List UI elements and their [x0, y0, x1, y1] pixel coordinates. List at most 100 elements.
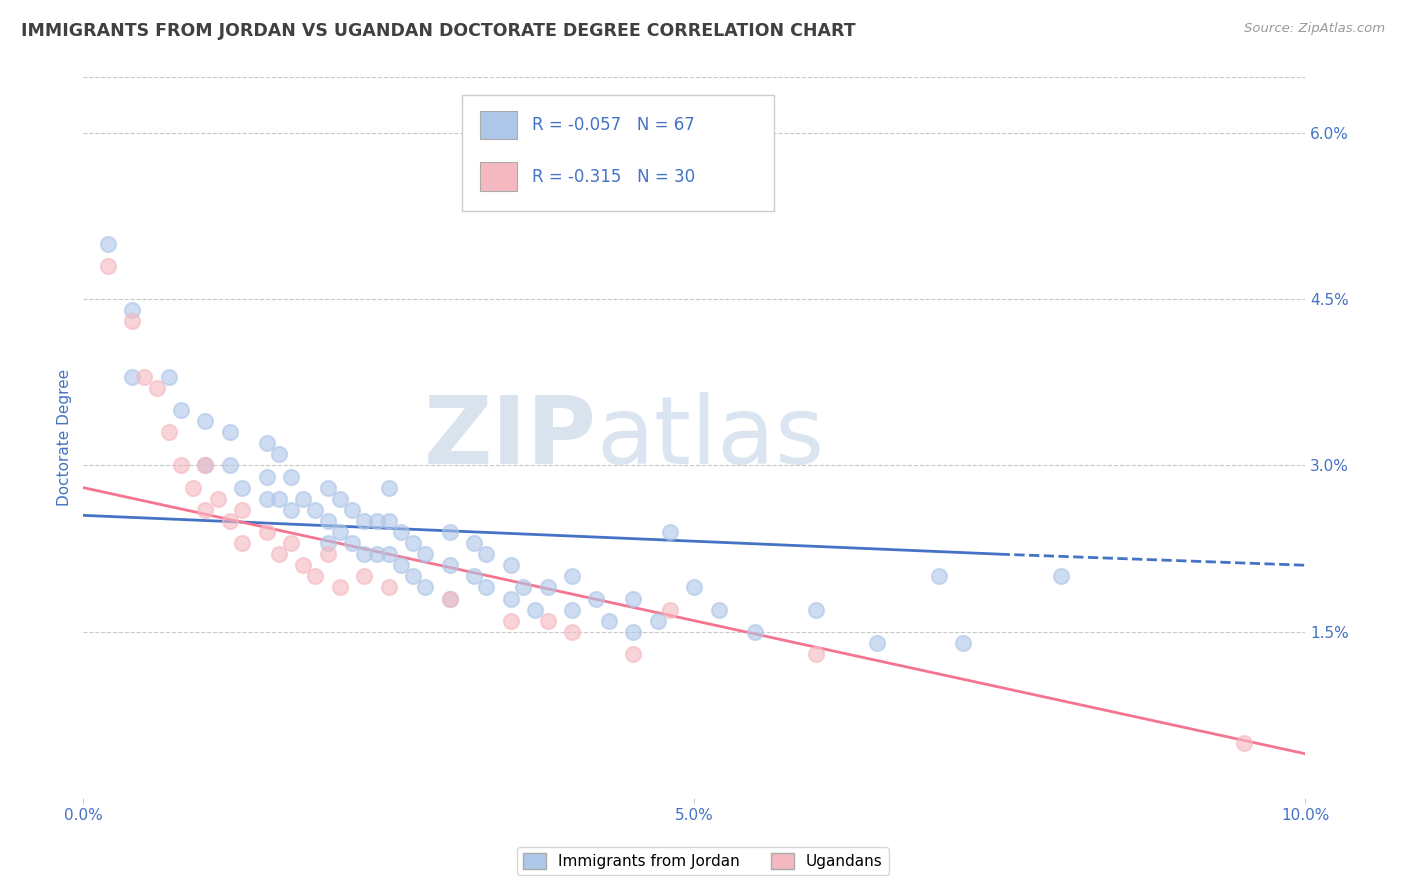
Point [561, 569, 583, 583]
Point [744, 624, 766, 639]
Point [194, 414, 217, 428]
Point [389, 558, 412, 573]
FancyBboxPatch shape [481, 162, 517, 191]
Point [439, 558, 461, 573]
Point [463, 536, 485, 550]
Point [377, 581, 399, 595]
Point [304, 569, 326, 583]
Point [512, 581, 534, 595]
Point [340, 536, 363, 550]
Point [536, 581, 558, 595]
Point [621, 591, 644, 606]
Point [806, 647, 828, 661]
Point [561, 624, 583, 639]
Point [219, 458, 242, 473]
Point [170, 458, 193, 473]
Point [402, 569, 425, 583]
Point [475, 581, 498, 595]
Point [97, 236, 120, 251]
Point [231, 503, 253, 517]
Point [267, 547, 290, 561]
Text: IMMIGRANTS FROM JORDAN VS UGANDAN DOCTORATE DEGREE CORRELATION CHART: IMMIGRANTS FROM JORDAN VS UGANDAN DOCTOR… [21, 22, 856, 40]
Point [647, 614, 669, 628]
Point [377, 514, 399, 528]
Point [806, 602, 828, 616]
Point [280, 536, 302, 550]
Point [866, 636, 889, 650]
Point [499, 614, 522, 628]
Text: Source: ZipAtlas.com: Source: ZipAtlas.com [1244, 22, 1385, 36]
Point [439, 591, 461, 606]
Point [329, 524, 352, 539]
Point [194, 458, 217, 473]
Text: R = -0.315   N = 30: R = -0.315 N = 30 [531, 168, 695, 186]
Point [256, 491, 278, 506]
Point [621, 647, 644, 661]
Point [256, 469, 278, 483]
Point [1233, 736, 1256, 750]
Point [499, 558, 522, 573]
Point [170, 403, 193, 417]
Point [157, 425, 180, 440]
Point [658, 602, 681, 616]
Point [585, 591, 607, 606]
Point [121, 314, 143, 328]
Point [316, 547, 339, 561]
Point [463, 569, 485, 583]
Point [561, 602, 583, 616]
Point [658, 524, 681, 539]
Point [316, 536, 339, 550]
Point [194, 458, 217, 473]
Point [219, 425, 242, 440]
Point [536, 614, 558, 628]
Point [353, 547, 375, 561]
Point [292, 491, 315, 506]
Point [316, 481, 339, 495]
Text: ZIP: ZIP [423, 392, 596, 483]
Point [181, 481, 204, 495]
Point [928, 569, 950, 583]
Point [475, 547, 498, 561]
Point [267, 447, 290, 461]
Point [415, 581, 437, 595]
Point [377, 547, 399, 561]
Point [207, 491, 229, 506]
Point [707, 602, 730, 616]
Point [329, 581, 352, 595]
Point [316, 514, 339, 528]
Point [329, 491, 352, 506]
Point [353, 514, 375, 528]
Point [121, 303, 143, 318]
Point [145, 381, 167, 395]
Point [267, 491, 290, 506]
Point [499, 591, 522, 606]
Point [389, 524, 412, 539]
Point [256, 436, 278, 450]
Point [231, 481, 253, 495]
Legend: Immigrants from Jordan, Ugandans: Immigrants from Jordan, Ugandans [517, 847, 889, 875]
Point [366, 547, 388, 561]
Point [340, 503, 363, 517]
Point [280, 503, 302, 517]
Point [280, 469, 302, 483]
Text: atlas: atlas [596, 392, 825, 483]
Point [256, 524, 278, 539]
Point [415, 547, 437, 561]
Point [377, 481, 399, 495]
Y-axis label: Doctorate Degree: Doctorate Degree [58, 369, 72, 507]
Point [524, 602, 547, 616]
Point [1049, 569, 1071, 583]
Point [194, 503, 217, 517]
Point [402, 536, 425, 550]
Point [366, 514, 388, 528]
Point [683, 581, 706, 595]
Point [231, 536, 253, 550]
FancyBboxPatch shape [481, 111, 517, 139]
Point [439, 591, 461, 606]
Point [134, 369, 156, 384]
Point [121, 369, 143, 384]
Point [598, 614, 620, 628]
FancyBboxPatch shape [463, 95, 773, 211]
Point [621, 624, 644, 639]
Point [292, 558, 315, 573]
